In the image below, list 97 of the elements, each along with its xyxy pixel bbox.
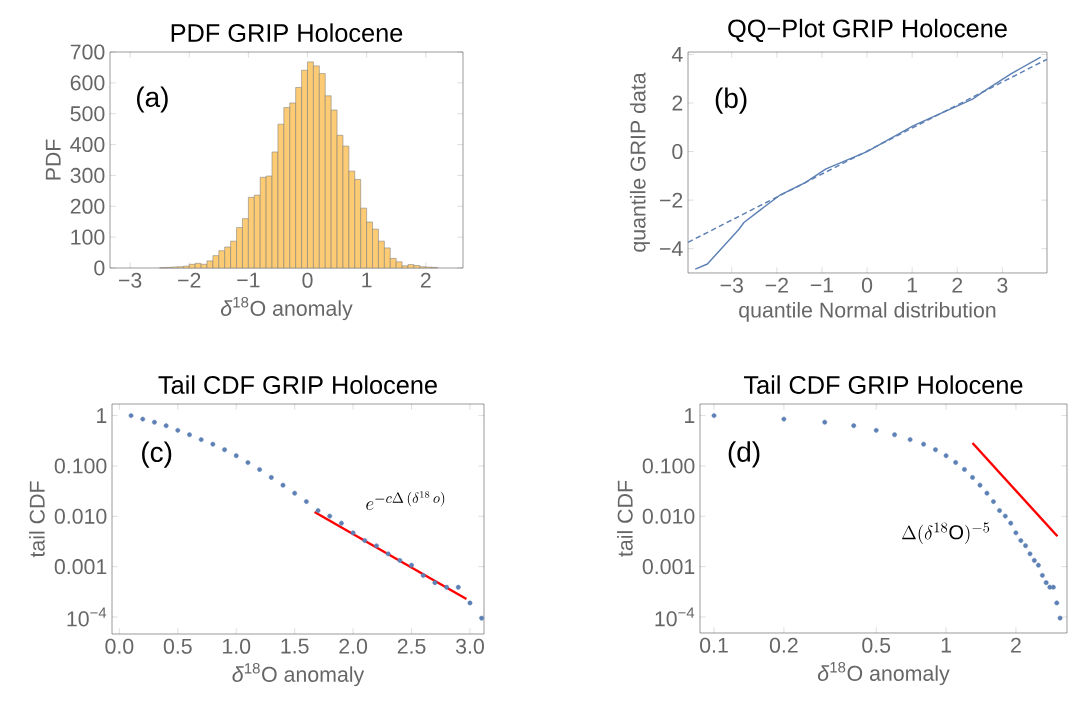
x-tick-label: 2.5 <box>397 638 426 654</box>
x-tick-label: 1 <box>907 277 918 293</box>
x-tick-label: −1 <box>810 277 834 293</box>
annotation: (a) <box>136 86 168 113</box>
point <box>409 562 414 568</box>
chart-title: PDF GRIP Holocene <box>171 23 403 42</box>
x-tick-label: 2 <box>952 277 963 293</box>
y-tick-label: 0 <box>94 260 105 276</box>
annotation: $e^{-c\Delta\,(\delta^{18}\,o)}$ <box>366 491 445 510</box>
x-tick-label: 2.0 <box>339 638 368 654</box>
x-tick-label: 0.0 <box>105 638 134 654</box>
point <box>374 543 379 549</box>
point <box>210 441 216 447</box>
x-tick-label: 3 <box>997 277 1008 293</box>
y-tick-label: 0.010 <box>54 508 107 524</box>
y-axis-title: quantile GRIP data <box>629 72 650 252</box>
chart-title: QQ−Plot GRIP Holocene <box>728 18 1007 42</box>
point <box>257 467 263 472</box>
y-tick-label: 4 <box>671 47 683 62</box>
x-axis-title: δ$^{18}$O anomaly <box>220 296 353 321</box>
y-tick-label: 10$^{−4}$ <box>67 607 107 627</box>
chart-title: Tail CDF GRIP Holocene <box>743 375 1023 394</box>
point <box>479 615 485 621</box>
x-axis-title: δ$^{18}$O anomaly <box>817 661 950 686</box>
point <box>362 538 368 543</box>
x-axis-title: δ$^{18}$O anomaly <box>232 662 365 687</box>
point <box>245 460 251 465</box>
y-tick-label: 400 <box>70 137 105 153</box>
point <box>303 499 309 504</box>
y-tick-label: 300 <box>70 167 105 183</box>
y-tick-label: 200 <box>70 198 105 214</box>
x-tick-label: 1 <box>362 272 372 288</box>
y-tick-label: 1 <box>685 408 695 423</box>
y-tick-label: 700 <box>70 44 105 60</box>
point <box>420 573 426 578</box>
x-tick-label: −2 <box>765 277 788 293</box>
point <box>140 416 146 422</box>
y-axis-title: tail CDF <box>29 481 45 558</box>
y-tick-label: 100 <box>71 229 105 245</box>
y-axis-title: tail CDF <box>617 480 633 557</box>
point <box>327 513 333 519</box>
x-tick-label: 0 <box>861 277 873 293</box>
point <box>175 427 181 433</box>
y-tick-label: 0 <box>672 144 683 160</box>
y-tick-label: 600 <box>70 75 105 91</box>
x-tick-label: 0.5 <box>862 637 891 653</box>
point <box>152 419 157 425</box>
y-tick-label: 10$^{−4}$ <box>655 607 695 627</box>
y-tick-label: 0.100 <box>54 458 107 474</box>
point <box>339 520 344 526</box>
point <box>128 413 134 418</box>
chart-title: Tail CDF GRIP Holocene <box>158 375 437 394</box>
x-tick-label: 0.2 <box>769 637 798 653</box>
y-tick-label: −2 <box>660 192 683 208</box>
point <box>444 584 450 590</box>
point <box>292 490 298 496</box>
x-tick-label: 0.5 <box>163 638 192 654</box>
y-tick-label: 500 <box>70 106 105 122</box>
point <box>163 423 169 429</box>
annotation: (b) <box>715 87 747 114</box>
x-tick-label: 0 <box>302 272 313 288</box>
point <box>350 530 356 536</box>
x-tick-label: 2 <box>420 272 431 288</box>
x-tick-label: −3 <box>720 277 743 293</box>
x-tick-label: −2 <box>178 272 201 288</box>
point <box>187 432 192 438</box>
point <box>198 437 204 442</box>
x-tick-label: 0.1 <box>700 637 728 653</box>
x-tick-label: 1.5 <box>281 638 309 654</box>
y-axis-title: PDF <box>45 139 61 180</box>
y-tick-label: 2 <box>672 95 683 111</box>
annotation: (c) <box>142 441 172 468</box>
point <box>432 580 438 586</box>
y-tick-label: 0.100 <box>642 458 695 474</box>
x-tick-label: 2 <box>1011 637 1021 653</box>
x-axis-title: quantile Normal distribution <box>739 301 996 322</box>
point <box>280 482 286 488</box>
y-tick-label: −4 <box>660 241 683 257</box>
y-tick-label: 0.010 <box>642 508 695 524</box>
point <box>233 453 239 459</box>
point <box>455 584 461 590</box>
y-tick-label: 1 <box>97 408 107 423</box>
point <box>315 508 321 513</box>
point <box>385 551 391 557</box>
x-tick-label: 1 <box>941 637 951 653</box>
y-tick-label: 0.001 <box>54 559 107 575</box>
x-tick-label: −3 <box>119 272 142 288</box>
x-tick-label: 1.0 <box>223 638 251 654</box>
point <box>467 600 473 606</box>
point <box>397 558 403 563</box>
y-tick-label: 0.001 <box>642 559 695 575</box>
x-tick-label: −1 <box>237 272 260 288</box>
annotation: $\Delta(\delta^{18}\mathrm{O})^{-5}$ <box>902 522 990 544</box>
annotation: (d) <box>728 441 760 468</box>
x-tick-label: 3.0 <box>455 638 484 654</box>
point <box>222 447 227 453</box>
point <box>268 475 274 480</box>
